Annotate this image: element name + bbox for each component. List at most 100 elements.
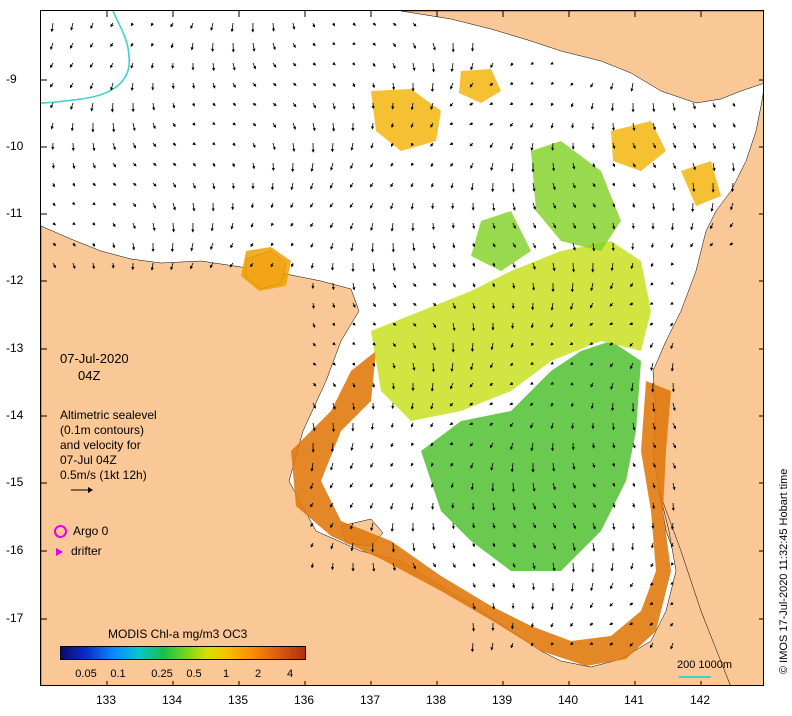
velocity-arrow bbox=[352, 402, 356, 411]
velocity-arrow bbox=[550, 402, 554, 407]
velocity-arrow bbox=[270, 262, 274, 268]
velocity-arrow bbox=[572, 502, 576, 509]
velocity-arrow bbox=[132, 182, 137, 186]
velocity-arrow bbox=[412, 282, 417, 288]
velocity-arrow bbox=[512, 262, 516, 269]
velocity-arrow bbox=[370, 202, 374, 209]
velocity-arrow bbox=[592, 162, 596, 168]
velocity-arrow bbox=[312, 62, 317, 66]
velocity-arrow bbox=[252, 122, 257, 127]
velocity-arrow bbox=[509, 422, 514, 428]
velocity-arrow bbox=[332, 402, 336, 410]
velocity-arrow bbox=[652, 442, 656, 449]
velocity-arrow bbox=[730, 182, 735, 193]
velocity-arrow bbox=[210, 222, 214, 232]
velocity-arrow bbox=[312, 122, 316, 132]
velocity-arrow bbox=[572, 482, 576, 489]
velocity-arrow bbox=[291, 262, 295, 268]
velocity-arrow bbox=[352, 382, 356, 388]
velocity-arrow bbox=[552, 562, 556, 572]
velocity-arrow bbox=[370, 502, 374, 509]
velocity-arrow bbox=[292, 122, 296, 130]
velocity-arrow bbox=[52, 202, 56, 207]
velocity-arrow bbox=[350, 222, 354, 230]
velocity-arrow bbox=[450, 462, 454, 467]
velocity-arrows bbox=[49, 22, 736, 653]
velocity-arrow bbox=[652, 202, 656, 210]
colorbar-tick-label: 0.1 bbox=[110, 668, 126, 680]
velocity-arrow bbox=[170, 22, 174, 28]
velocity-arrow bbox=[252, 102, 257, 106]
land-new-guinea bbox=[400, 11, 763, 104]
velocity-arrow bbox=[350, 442, 354, 451]
velocity-arrow bbox=[310, 462, 314, 472]
velocity-arrow bbox=[412, 242, 416, 252]
velocity-arrow bbox=[69, 62, 74, 68]
velocity-arrow bbox=[390, 182, 394, 188]
velocity-arrow bbox=[569, 622, 574, 627]
colorbar-tick-label: 0.25 bbox=[151, 668, 173, 680]
velocity-arrow bbox=[310, 162, 314, 172]
velocity-arrow bbox=[50, 102, 54, 109]
velocity-arrow bbox=[330, 162, 334, 171]
legend-argo-label: Argo 0 bbox=[73, 524, 109, 538]
velocity-arrow bbox=[410, 122, 414, 129]
velocity-arrow bbox=[670, 342, 674, 350]
velocity-arrow bbox=[552, 222, 556, 229]
velocity-arrow bbox=[152, 202, 156, 209]
velocity-arrow bbox=[550, 102, 554, 107]
velocity-arrow bbox=[531, 342, 535, 347]
map-canvas[interactable] bbox=[41, 11, 764, 686]
velocity-arrow bbox=[431, 362, 436, 373]
velocity-arrow bbox=[532, 222, 536, 229]
velocity-arrow bbox=[512, 202, 516, 211]
velocity-arrow bbox=[72, 162, 76, 170]
velocity-arrow bbox=[372, 342, 376, 346]
velocity-arrow bbox=[410, 402, 414, 410]
velocity-arrow bbox=[412, 542, 416, 552]
y-axis-tick-label: -12 bbox=[6, 273, 24, 287]
velocity-arrow bbox=[530, 422, 534, 429]
y-axis-tick-label: -16 bbox=[6, 543, 24, 557]
velocity-arrow bbox=[232, 142, 236, 147]
velocity-arrow bbox=[631, 542, 635, 551]
velocity-arrow bbox=[489, 422, 494, 426]
velocity-arrow bbox=[170, 42, 174, 49]
velocity-arrow bbox=[72, 221, 76, 226]
velocity-arrow bbox=[390, 422, 395, 429]
velocity-arrow bbox=[489, 82, 494, 86]
velocity-arrow bbox=[392, 62, 396, 70]
velocity-arrow bbox=[629, 642, 634, 647]
velocity-arrow bbox=[172, 162, 177, 166]
velocity-arrow bbox=[550, 361, 554, 365]
velocity-arrow bbox=[552, 542, 556, 550]
velocity-arrow bbox=[232, 62, 236, 71]
velocity-arrow bbox=[209, 262, 214, 269]
velocity-arrow bbox=[631, 522, 635, 530]
velocity-arrow bbox=[90, 82, 94, 90]
legend-argo: Argo 0 bbox=[54, 524, 108, 539]
velocity-arrow bbox=[649, 642, 654, 649]
velocity-arrow bbox=[230, 222, 234, 230]
velocity-arrow bbox=[350, 142, 354, 151]
velocity-arrow bbox=[651, 242, 655, 249]
velocity-arrow bbox=[551, 142, 555, 151]
velocity-arrow bbox=[171, 62, 175, 69]
velocity-arrow bbox=[332, 22, 336, 27]
velocity-arrow bbox=[611, 422, 615, 431]
velocity-arrow bbox=[511, 482, 516, 493]
map-panel[interactable] bbox=[40, 10, 764, 686]
velocity-arrow bbox=[112, 182, 117, 186]
velocity-arrow bbox=[452, 242, 456, 249]
velocity-arrow bbox=[551, 162, 556, 172]
velocity-arrow bbox=[110, 102, 115, 113]
velocity-arrow bbox=[652, 122, 656, 131]
y-axis-tick-label: -14 bbox=[6, 408, 24, 422]
velocity-arrow bbox=[670, 281, 674, 285]
velocity-arrow bbox=[310, 242, 314, 248]
velocity-arrow bbox=[672, 442, 676, 449]
velocity-arrow bbox=[650, 262, 654, 268]
velocity-arrow bbox=[612, 222, 616, 230]
velocity-arrow bbox=[469, 102, 474, 106]
velocity-arrow bbox=[512, 542, 516, 548]
